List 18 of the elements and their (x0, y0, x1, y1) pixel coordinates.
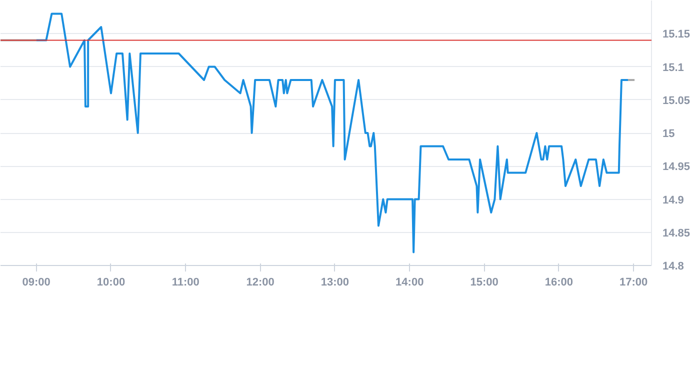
y-tick-label: 14.8 (662, 260, 684, 272)
y-tick-label: 15 (662, 128, 675, 140)
x-tick-label: 09:00 (22, 276, 50, 288)
x-tick-label: 13:00 (320, 276, 350, 288)
y-tick-label: 15.05 (662, 94, 690, 107)
x-tick-label: 10:00 (96, 276, 126, 288)
x-tick-label: 14:00 (396, 276, 424, 288)
x-tick-label: 15:00 (470, 276, 498, 288)
x-tick-label: 16:00 (544, 276, 573, 288)
y-tick-label: 15.15 (662, 28, 690, 41)
x-tick-label: 12:00 (246, 276, 274, 288)
line-series (35, 12, 629, 254)
y-tick-label: 14.85 (662, 227, 690, 240)
x-tick-label: 11:00 (172, 276, 200, 288)
x-tick-label: 17:00 (620, 276, 648, 288)
y-tick-label: 14.9 (662, 194, 684, 206)
y-tick-label: 15.1 (662, 62, 684, 74)
y-tick-label: 14.95 (662, 161, 690, 174)
